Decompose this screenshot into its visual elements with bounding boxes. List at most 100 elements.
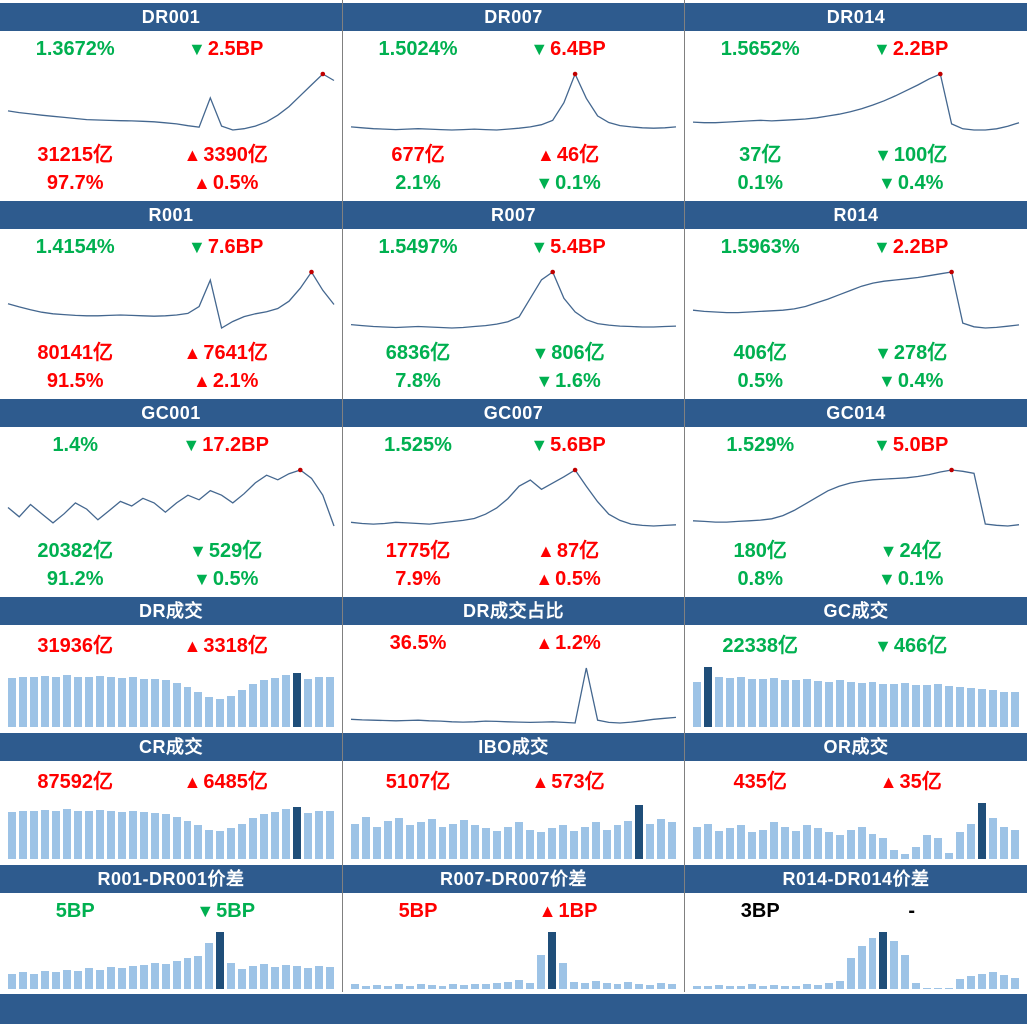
volume-line: 6836亿 ▼ 806亿 bbox=[343, 335, 684, 366]
rate-change-value: 2.5BP bbox=[207, 37, 264, 60]
bar bbox=[194, 692, 203, 727]
volume-change: ▲ 87亿 bbox=[493, 534, 643, 563]
sparkline-svg bbox=[7, 71, 335, 131]
rate-line: 1.4154% ▼ 7.6BP bbox=[0, 229, 342, 265]
stat-panel-GC成交: GC成交 22338亿 ▼ 466亿 bbox=[685, 594, 1027, 730]
stat-change-value: 573亿 bbox=[551, 770, 605, 793]
bar bbox=[51, 810, 60, 859]
volume-line: 31215亿 ▲ 3390亿 bbox=[0, 137, 342, 168]
down-arrow-icon: ▼ bbox=[530, 434, 549, 455]
stat-change: ▲ 573亿 bbox=[493, 765, 643, 794]
bar bbox=[8, 677, 16, 727]
bar bbox=[526, 983, 534, 989]
volume-value: 406亿 bbox=[733, 342, 787, 364]
share-line: 7.8% ▼ 1.6% bbox=[343, 366, 684, 396]
rate-value: 1.5497% bbox=[378, 235, 458, 258]
value-line: 31936亿 ▲ 3318亿 bbox=[0, 625, 342, 661]
share-change: ▼ 0.5% bbox=[150, 568, 300, 591]
bar bbox=[238, 690, 247, 727]
bar bbox=[29, 973, 38, 989]
bar bbox=[967, 823, 976, 859]
bar bbox=[227, 828, 236, 859]
down-arrow-icon: ▼ bbox=[192, 568, 211, 589]
share-change: ▼ 0.4% bbox=[835, 370, 985, 393]
rate-history-chart bbox=[0, 265, 342, 335]
latest-point-marker bbox=[949, 467, 954, 473]
share-change: ▼ 1.6% bbox=[493, 370, 643, 393]
bar bbox=[449, 823, 458, 859]
sparkline-svg bbox=[7, 467, 335, 527]
rate-value: 1.4% bbox=[52, 433, 99, 456]
share-change: ▲ 0.5% bbox=[150, 172, 300, 195]
bar bbox=[315, 810, 324, 859]
bar bbox=[901, 854, 910, 859]
bar bbox=[271, 811, 280, 859]
bar bbox=[84, 811, 93, 859]
up-arrow-icon: ▲ bbox=[538, 900, 557, 921]
down-arrow-icon: ▼ bbox=[879, 541, 898, 561]
bar bbox=[693, 681, 701, 727]
sparkline-svg bbox=[692, 467, 1020, 527]
bar bbox=[40, 810, 49, 859]
bar bbox=[51, 972, 60, 989]
stat-change-value: 1BP bbox=[558, 899, 598, 922]
bar bbox=[934, 987, 943, 989]
bar bbox=[172, 960, 181, 989]
bar bbox=[1011, 977, 1020, 989]
volume-line: 180亿 ▼ 24亿 bbox=[685, 533, 1027, 564]
history-chart bbox=[0, 661, 342, 730]
bar bbox=[602, 983, 611, 989]
bar bbox=[725, 828, 734, 859]
stat-change: ▲ 1.2% bbox=[493, 632, 643, 655]
latest-point-marker bbox=[949, 269, 954, 275]
down-arrow-icon: ▼ bbox=[182, 434, 201, 455]
bar bbox=[846, 682, 855, 727]
stat-change: ▲ 35亿 bbox=[835, 765, 985, 794]
down-arrow-icon: ▼ bbox=[531, 343, 550, 363]
bar bbox=[989, 817, 998, 859]
bar bbox=[128, 810, 137, 859]
volume-value: 20382亿 bbox=[37, 540, 114, 562]
bar bbox=[1000, 975, 1009, 989]
highlighted-bar bbox=[216, 932, 225, 989]
rate-history-chart bbox=[685, 265, 1027, 335]
bar bbox=[558, 963, 567, 989]
panel-title: R007-DR007价差 bbox=[343, 865, 684, 893]
up-arrow-icon: ▲ bbox=[879, 771, 898, 792]
share-change: ▼ 0.1% bbox=[835, 568, 985, 591]
bar bbox=[394, 817, 403, 859]
bar bbox=[271, 677, 280, 727]
bar bbox=[394, 984, 403, 989]
highlighted-bar bbox=[635, 804, 644, 859]
bar bbox=[791, 680, 800, 727]
bar bbox=[471, 824, 480, 859]
up-arrow-icon: ▲ bbox=[535, 632, 554, 653]
rate-history-chart bbox=[343, 463, 684, 533]
volume-value: 677亿 bbox=[391, 144, 445, 166]
rate-change: ▼ 17.2BP bbox=[150, 434, 300, 457]
bar bbox=[427, 985, 436, 989]
highlighted-bar bbox=[547, 932, 556, 989]
stat-panel-R007-DR007价差: R007-DR007价差 5BP ▲ 1BP bbox=[343, 862, 685, 992]
bar bbox=[879, 838, 888, 859]
bar bbox=[714, 830, 723, 859]
bar bbox=[1011, 829, 1020, 859]
rate-history-chart bbox=[343, 67, 684, 137]
highlighted-bar bbox=[703, 666, 712, 727]
bar bbox=[868, 834, 877, 859]
bar bbox=[758, 985, 767, 989]
bar bbox=[747, 678, 756, 727]
volume-change: ▼ 278亿 bbox=[835, 336, 985, 365]
history-chart bbox=[685, 929, 1027, 992]
bar bbox=[923, 987, 932, 989]
rate-panel-DR014: DR014 1.5652% ▼ 2.2BP 37亿 ▼ 100亿 0.1% ▼ 0.4… bbox=[685, 0, 1027, 198]
stat-panel-R001-DR001价差: R001-DR001价差 5BP ▼ 5BP bbox=[0, 862, 343, 992]
bar bbox=[95, 675, 104, 727]
down-arrow-icon: ▼ bbox=[872, 434, 891, 455]
bar bbox=[835, 835, 844, 859]
bar bbox=[161, 680, 170, 727]
rate-value: 1.5652% bbox=[720, 37, 800, 60]
bar bbox=[989, 690, 998, 727]
panel-title: R007 bbox=[343, 201, 684, 229]
